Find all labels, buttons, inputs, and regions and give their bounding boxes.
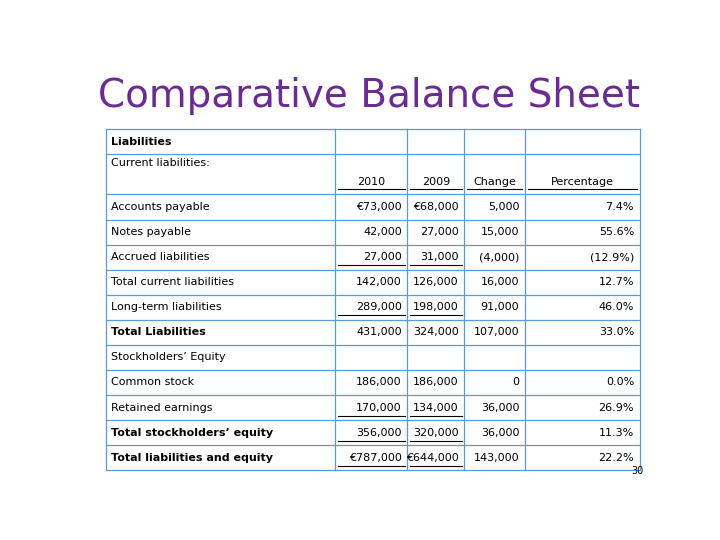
Text: 36,000: 36,000 [481, 428, 519, 437]
Text: 36,000: 36,000 [481, 402, 519, 413]
Text: 55.6%: 55.6% [599, 227, 634, 237]
Text: 143,000: 143,000 [474, 453, 519, 463]
Text: (12.9%): (12.9%) [590, 252, 634, 262]
Text: 15,000: 15,000 [481, 227, 519, 237]
Text: 27,000: 27,000 [420, 227, 459, 237]
Text: 42,000: 42,000 [363, 227, 402, 237]
Text: 30: 30 [631, 467, 644, 476]
Text: Percentage: Percentage [551, 178, 613, 187]
Text: Total liabilities and equity: Total liabilities and equity [111, 453, 273, 463]
Text: 2010: 2010 [357, 178, 385, 187]
Text: Accounts payable: Accounts payable [111, 202, 210, 212]
Text: 91,000: 91,000 [481, 302, 519, 312]
Text: 134,000: 134,000 [413, 402, 459, 413]
Text: Stockholders’ Equity: Stockholders’ Equity [111, 353, 226, 362]
Text: €787,000: €787,000 [349, 453, 402, 463]
Text: 22.2%: 22.2% [598, 453, 634, 463]
Text: 289,000: 289,000 [356, 302, 402, 312]
Text: 107,000: 107,000 [474, 327, 519, 338]
Text: 12.7%: 12.7% [598, 277, 634, 287]
Text: (4,000): (4,000) [479, 252, 519, 262]
Text: Notes payable: Notes payable [111, 227, 192, 237]
Text: 2009: 2009 [422, 178, 450, 187]
Text: 16,000: 16,000 [481, 277, 519, 287]
Text: Comparative Balance Sheet: Comparative Balance Sheet [98, 77, 640, 115]
Text: Long-term liabilities: Long-term liabilities [111, 302, 222, 312]
Text: 31,000: 31,000 [420, 252, 459, 262]
Text: 170,000: 170,000 [356, 402, 402, 413]
Text: 356,000: 356,000 [356, 428, 402, 437]
Text: 5,000: 5,000 [487, 202, 519, 212]
Text: Total stockholders’ equity: Total stockholders’ equity [111, 428, 274, 437]
Text: Total Liabilities: Total Liabilities [111, 327, 206, 338]
Text: 7.4%: 7.4% [606, 202, 634, 212]
Text: €644,000: €644,000 [406, 453, 459, 463]
Text: 324,000: 324,000 [413, 327, 459, 338]
Text: 186,000: 186,000 [356, 377, 402, 388]
Text: 186,000: 186,000 [413, 377, 459, 388]
Text: 198,000: 198,000 [413, 302, 459, 312]
Text: 11.3%: 11.3% [599, 428, 634, 437]
Text: 27,000: 27,000 [363, 252, 402, 262]
Text: 431,000: 431,000 [356, 327, 402, 338]
Text: Total current liabilities: Total current liabilities [111, 277, 234, 287]
Text: 33.0%: 33.0% [599, 327, 634, 338]
Text: 126,000: 126,000 [413, 277, 459, 287]
Text: 320,000: 320,000 [413, 428, 459, 437]
Text: 142,000: 142,000 [356, 277, 402, 287]
Text: 0: 0 [512, 377, 519, 388]
Text: Liabilities: Liabilities [111, 137, 171, 147]
Text: Common stock: Common stock [111, 377, 194, 388]
Text: 46.0%: 46.0% [598, 302, 634, 312]
Text: €68,000: €68,000 [413, 202, 459, 212]
Text: Change: Change [473, 178, 516, 187]
Text: 0.0%: 0.0% [606, 377, 634, 388]
Text: Retained earnings: Retained earnings [111, 402, 212, 413]
Text: Accrued liabilities: Accrued liabilities [111, 252, 210, 262]
Text: €73,000: €73,000 [356, 202, 402, 212]
Text: Current liabilities:: Current liabilities: [111, 158, 210, 168]
Text: 26.9%: 26.9% [598, 402, 634, 413]
